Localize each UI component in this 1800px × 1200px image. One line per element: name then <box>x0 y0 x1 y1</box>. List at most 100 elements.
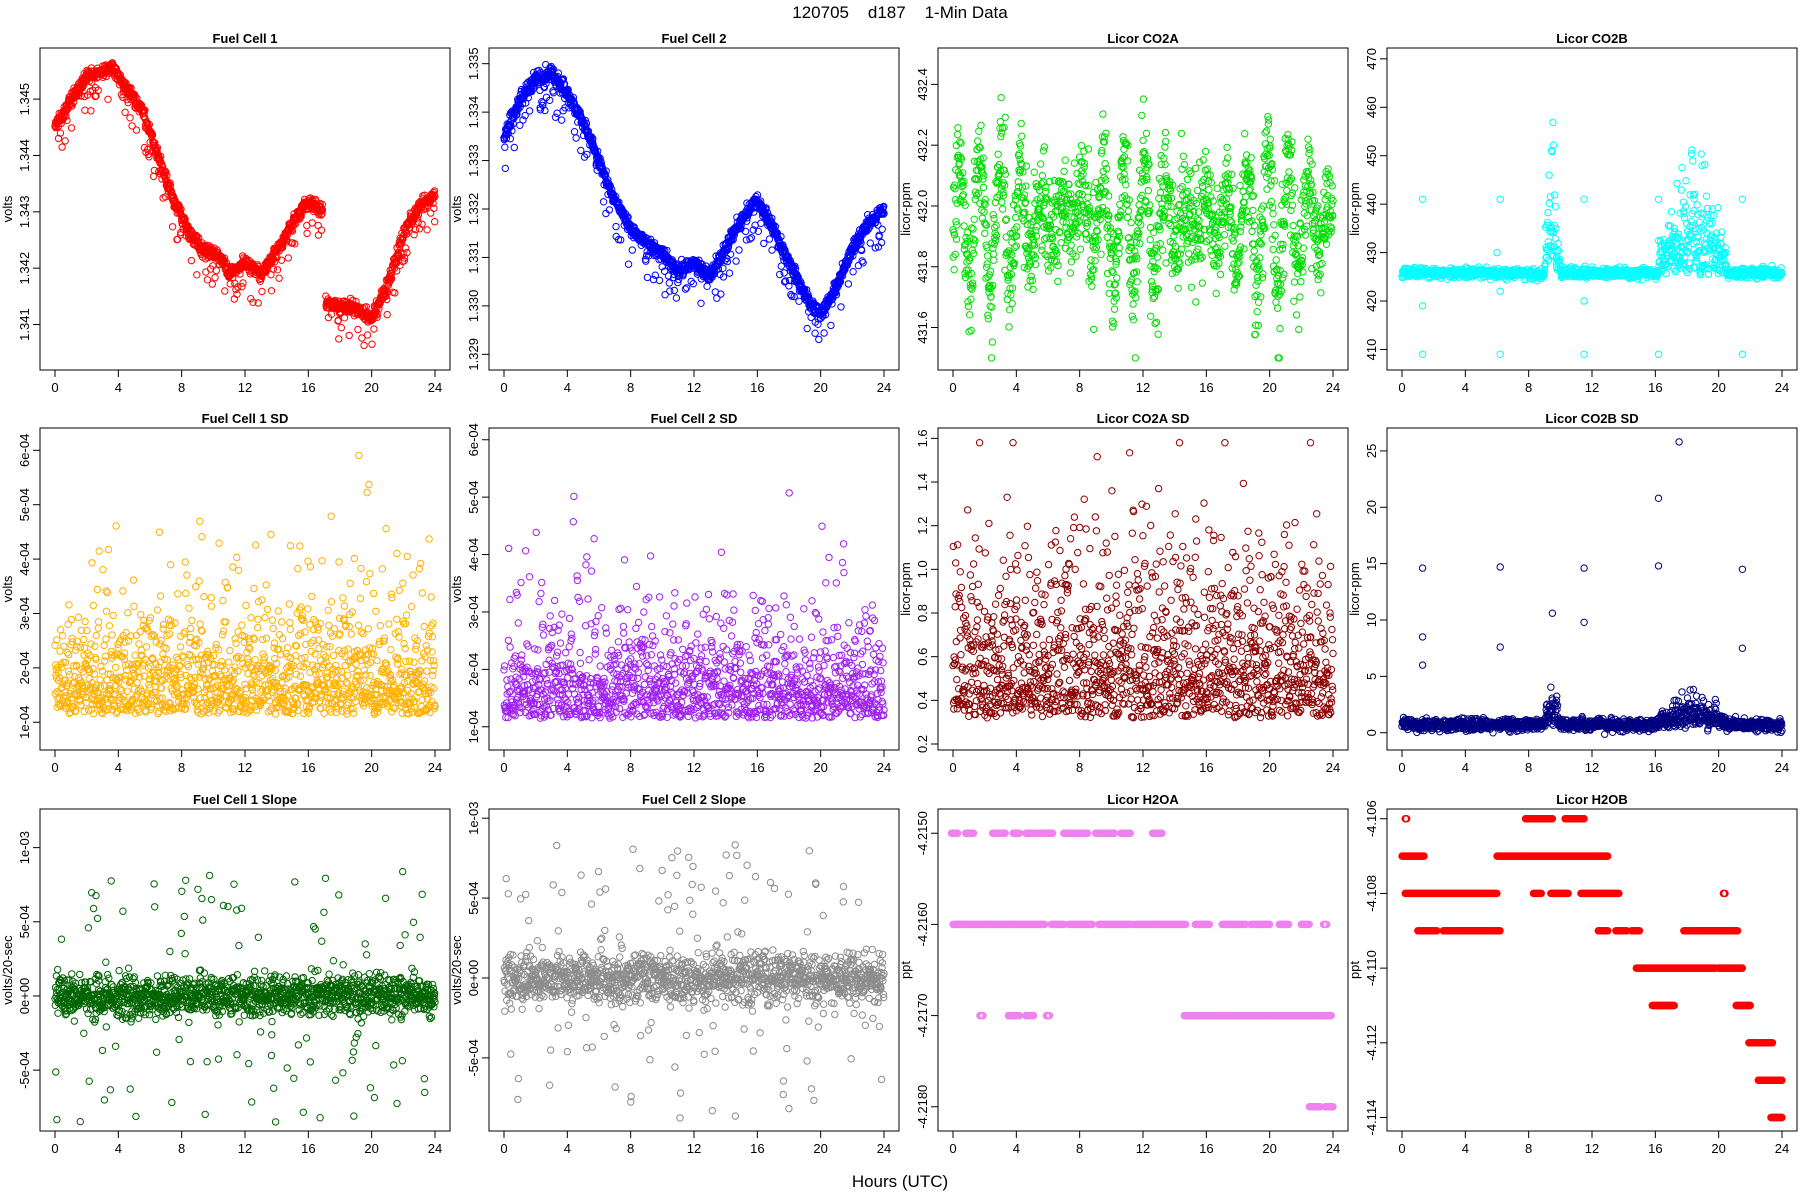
x-tick-label: 24 <box>877 380 891 395</box>
data-point <box>1241 130 1249 138</box>
data-point <box>510 143 518 152</box>
data-point <box>1147 312 1155 320</box>
data-point <box>1270 221 1278 229</box>
data-point <box>273 266 282 274</box>
data-point <box>628 246 636 254</box>
data-point <box>572 134 580 142</box>
data-point <box>1174 284 1182 292</box>
x-tick-label: 16 <box>1199 380 1213 395</box>
data-series <box>949 93 1337 362</box>
data-point <box>1263 173 1271 182</box>
data-point <box>1551 203 1560 211</box>
data-point <box>1304 135 1312 143</box>
data-point <box>94 86 102 94</box>
data-series <box>51 59 439 350</box>
data-point <box>277 256 286 264</box>
chart-panel: Fuel Cell 10 4 8 12 16 20 241.3411.3421.3431.3… <box>0 31 451 395</box>
data-point <box>1029 285 1037 294</box>
x-tick-label: 4 <box>115 380 122 395</box>
data-point <box>162 168 170 177</box>
data-point <box>63 116 71 125</box>
data-point <box>1266 135 1275 143</box>
data-point <box>373 313 381 321</box>
data-point <box>126 114 134 122</box>
data-point <box>267 287 276 295</box>
data-point <box>391 289 399 297</box>
data-point <box>1253 308 1261 316</box>
data-point <box>1147 278 1156 286</box>
data-point <box>317 211 325 219</box>
data-point <box>965 311 974 319</box>
data-point <box>1102 129 1110 138</box>
y-tick-label: 1.331 <box>466 241 481 274</box>
y-tick-label: 1.334 <box>466 96 481 129</box>
chart-panel: Fuel Cell 20 4 8 12 16 20 241.3291.3301.3311.3… <box>449 31 900 395</box>
data-point <box>1192 298 1200 306</box>
x-tick-label: 16 <box>750 380 764 395</box>
data-point <box>283 235 291 244</box>
data-point <box>284 254 292 262</box>
data-point <box>1138 111 1146 120</box>
data-point <box>990 240 998 248</box>
data-point <box>1088 282 1096 290</box>
data-point <box>811 329 819 337</box>
data-point <box>878 225 886 234</box>
data-point <box>655 276 664 285</box>
data-point <box>363 331 372 339</box>
data-point <box>143 145 152 154</box>
data-point <box>345 331 353 340</box>
data-point <box>726 250 735 259</box>
data-point <box>254 299 262 307</box>
data-point <box>1187 283 1196 291</box>
data-point <box>725 269 734 277</box>
data-point <box>1066 269 1075 277</box>
data-point <box>316 202 325 210</box>
data-point <box>1259 270 1267 278</box>
x-tick-label: 16 <box>301 380 315 395</box>
data-point <box>1099 110 1107 118</box>
x-tick-label: 0 <box>51 380 58 395</box>
data-point <box>1161 160 1169 169</box>
data-point <box>383 295 391 304</box>
data-point <box>1110 319 1118 327</box>
y-tick-label: 432.4 <box>915 68 930 101</box>
data-point <box>1113 274 1121 282</box>
data-point <box>987 354 996 362</box>
y-tick-label: 1.343 <box>17 196 32 229</box>
data-point <box>1198 279 1207 287</box>
data-point <box>318 200 326 209</box>
x-tick-label: 4 <box>1013 380 1020 395</box>
data-point <box>866 239 874 247</box>
data-point <box>1272 298 1280 306</box>
data-point <box>1223 143 1231 152</box>
data-point <box>998 198 1006 206</box>
data-point <box>287 226 296 234</box>
data-point <box>337 324 345 332</box>
data-point <box>557 116 566 124</box>
data-point <box>1002 233 1010 241</box>
data-point <box>1198 182 1207 191</box>
data-point <box>1191 164 1200 173</box>
data-point <box>1551 234 1560 243</box>
data-point <box>150 166 159 175</box>
data-point <box>132 126 141 134</box>
x-tick-label: 0 <box>949 380 956 395</box>
data-point <box>1295 325 1303 334</box>
data-point <box>1001 170 1010 178</box>
x-tick-label: 0 <box>500 380 507 395</box>
data-point <box>954 124 962 132</box>
data-point <box>61 137 69 145</box>
data-point <box>1554 239 1562 248</box>
data-point <box>1133 278 1141 286</box>
data-point <box>1018 132 1026 140</box>
data-point <box>849 268 857 276</box>
data-point <box>1236 181 1244 190</box>
x-tick-label: 20 <box>364 380 378 395</box>
data-point <box>247 295 255 303</box>
chart-title: Fuel Cell 1 <box>212 31 277 46</box>
data-point <box>239 279 247 287</box>
data-point <box>717 290 725 298</box>
data-point <box>374 310 382 318</box>
data-point <box>1179 152 1188 161</box>
